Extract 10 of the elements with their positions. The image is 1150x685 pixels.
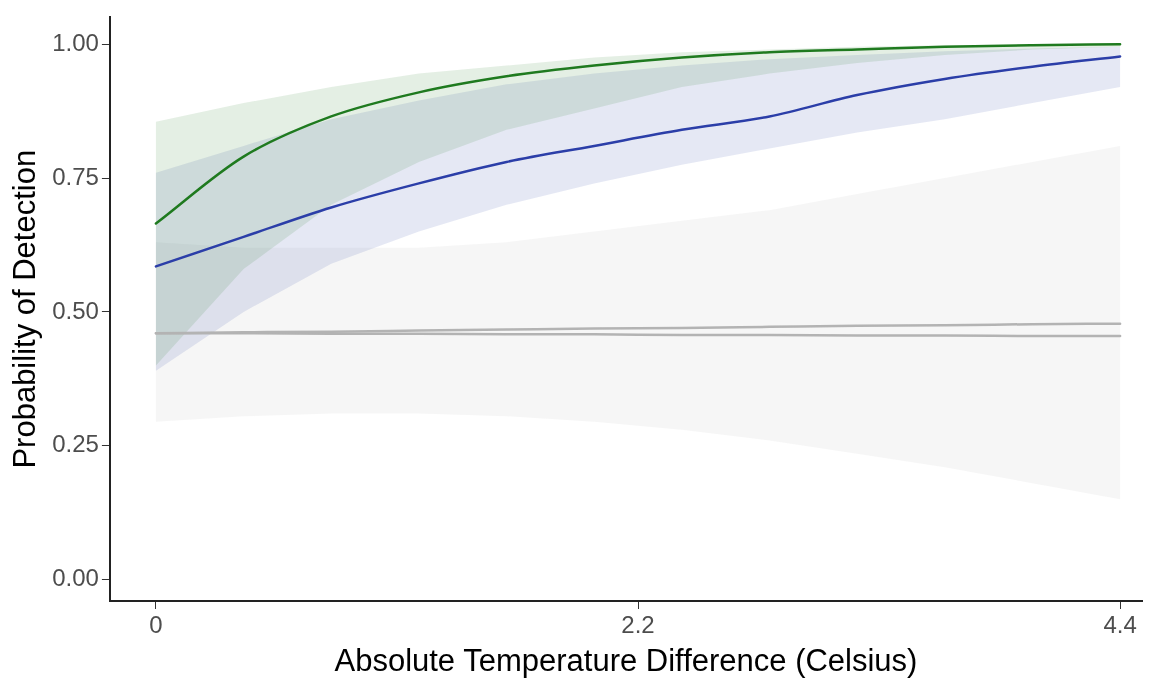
y-tick-label: 1.00 <box>52 28 99 56</box>
y-tick-label: 0.50 <box>52 296 99 324</box>
x-axis-title: Absolute Temperature Difference (Celsius) <box>334 642 918 678</box>
x-tick-label: 4.4 <box>1103 611 1137 639</box>
y-tick-label: 0.75 <box>52 162 99 190</box>
x-tick-label: 2.2 <box>621 611 655 639</box>
y-tick-label: 0.25 <box>52 430 99 458</box>
y-axis-title: Probability of Detection <box>7 149 43 469</box>
x-tick-label: 0 <box>149 611 163 639</box>
y-tick-label: 0.00 <box>52 564 99 592</box>
